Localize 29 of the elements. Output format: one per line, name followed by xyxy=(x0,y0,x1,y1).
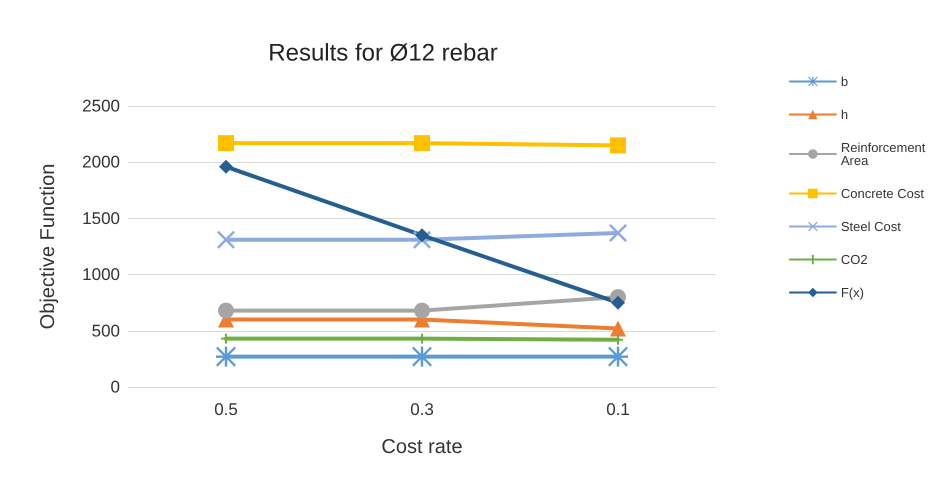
legend-label: Concrete Cost xyxy=(840,186,924,201)
y-tick-label: 1500 xyxy=(82,208,120,228)
legend-label: F(x) xyxy=(840,285,864,300)
point xyxy=(414,302,430,319)
y-tick-label: 2500 xyxy=(82,96,120,116)
y-tick-label: 1000 xyxy=(82,265,120,284)
y-axis-title: Objective Function xyxy=(37,164,59,330)
legend-label: h xyxy=(840,107,848,122)
point xyxy=(609,224,627,242)
point xyxy=(218,302,234,319)
x-tick-label: 0.5 xyxy=(214,400,238,419)
legend-label: b xyxy=(840,74,848,89)
point xyxy=(218,135,234,152)
y-tick-label: 2000 xyxy=(82,152,120,172)
legend-label: Steel Cost xyxy=(840,219,902,234)
legend-label: Reinforcement Area xyxy=(840,140,930,168)
x-axis-title: Cost rate xyxy=(381,436,463,458)
point xyxy=(414,135,430,152)
chart-title: Results for Ø12 rebar xyxy=(268,40,498,66)
point xyxy=(610,320,626,337)
x-tick-label: 0.3 xyxy=(410,400,434,419)
point xyxy=(611,296,625,310)
y-tick-label: 0 xyxy=(110,378,120,396)
point xyxy=(217,230,235,249)
legend-label: CO2 xyxy=(840,252,868,267)
x-tick-label: 0.1 xyxy=(606,400,630,419)
y-tick-label: 500 xyxy=(92,321,120,340)
point xyxy=(610,137,626,154)
point xyxy=(219,160,233,174)
